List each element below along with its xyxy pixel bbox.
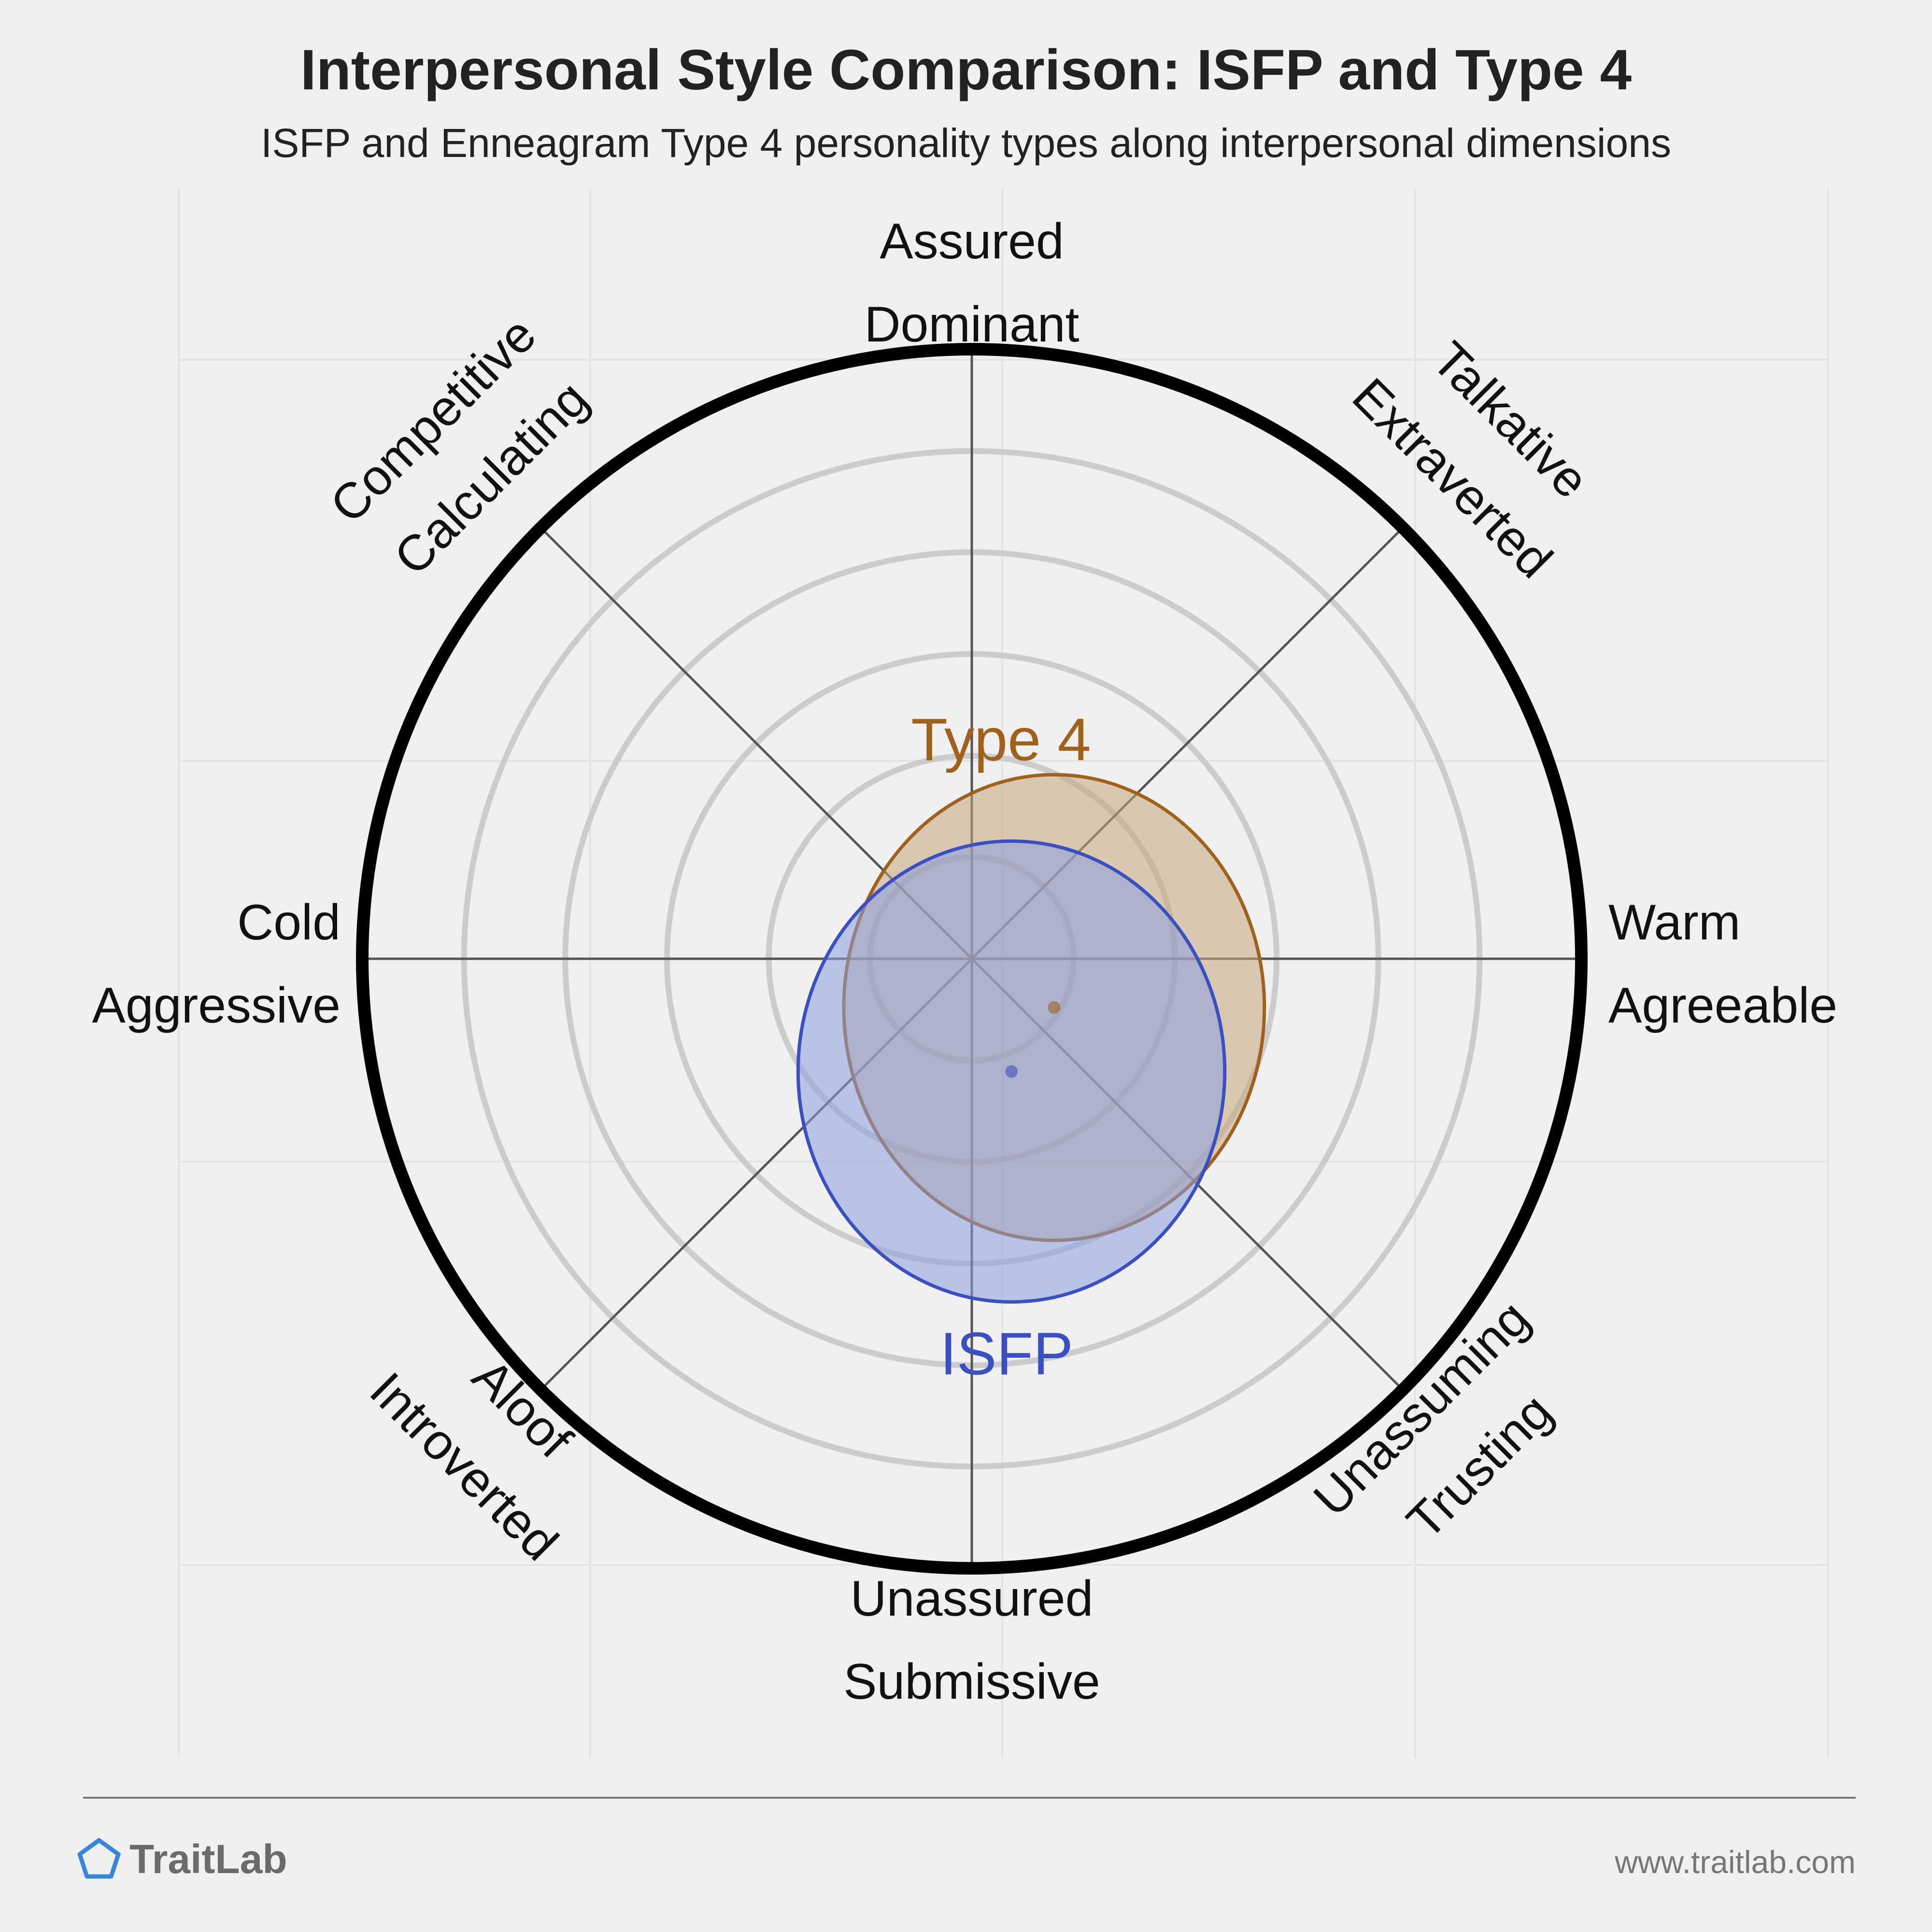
series-labels: Type 4 ISFP	[911, 707, 1091, 1388]
axis-label-text: Dominant	[864, 297, 1079, 353]
pentagon-icon	[77, 1838, 121, 1879]
footer-url: www.traitlab.com	[1614, 1844, 1856, 1880]
axis-label-text: Agreeable	[1608, 978, 1837, 1034]
axis-label-text: Unassured	[851, 1571, 1094, 1627]
axis-label-text: Submissive	[843, 1654, 1100, 1710]
axis-label-bottom: Unassured Submissive	[843, 1571, 1100, 1710]
axis-label-text: Warm	[1608, 895, 1740, 951]
outer-ring	[356, 343, 1588, 1575]
axis-label-left: Cold Aggressive	[92, 895, 341, 1034]
series-label-isfp: ISFP	[940, 1321, 1073, 1388]
series-label-type-4: Type 4	[911, 707, 1091, 773]
axis-label-text: Cold	[237, 895, 341, 951]
axis-label-top: Assured Dominant	[864, 213, 1079, 353]
series-point-isfp	[1005, 1065, 1018, 1078]
series-layer	[796, 773, 1266, 1304]
series-point-type-4	[1048, 1001, 1061, 1014]
chart-title: Interpersonal Style Comparison: ISFP and…	[300, 38, 1632, 102]
chart-subtitle: ISFP and Enneagram Type 4 personality ty…	[261, 120, 1671, 166]
footer-brand: TraitLab	[129, 1836, 287, 1882]
axis-label-right: Warm Agreeable	[1608, 895, 1837, 1034]
axis-label-text: Aggressive	[92, 978, 341, 1034]
axis-label-text: Assured	[880, 213, 1064, 270]
